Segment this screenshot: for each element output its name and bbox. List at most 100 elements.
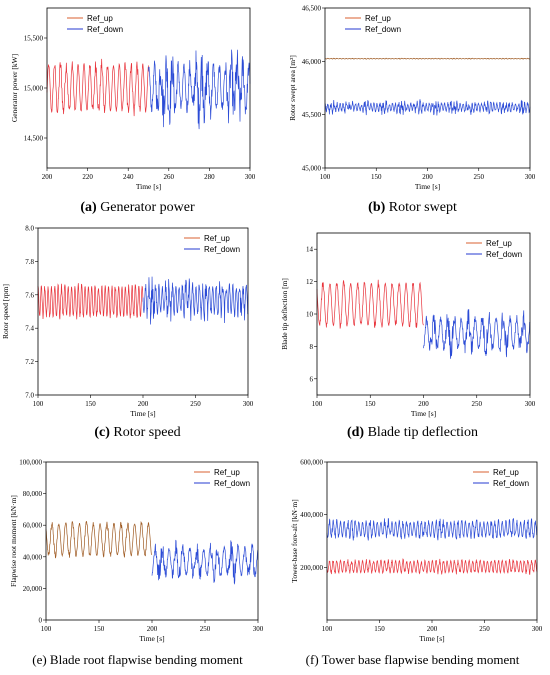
- caption-label: (c): [94, 425, 110, 440]
- chart-tower-base-moment: 100 150 200 250 300 200,000 400,000 600,000 Time…: [290, 459, 543, 644]
- x-axis-label: Time [s]: [139, 634, 164, 643]
- x-tick-label: 100: [312, 400, 323, 408]
- plot-frame: [46, 7, 251, 169]
- plot-frame: [324, 7, 531, 169]
- y-tick-label: 0: [39, 617, 43, 625]
- caption-text: (e) Blade root flapwise bending moment: [32, 652, 243, 667]
- legend: Ref_up Ref_down: [345, 14, 401, 34]
- caption-blade-root-moment: (e) Blade root flapwise bending moment: [0, 652, 275, 668]
- caption-text: (f) Tower base flapwise bending moment: [305, 652, 520, 667]
- y-tick-label: 80,000: [23, 490, 43, 498]
- y-tick-label: 7.0: [25, 392, 34, 400]
- legend-entry: Ref_down: [214, 479, 250, 488]
- y-tick-label: 40,000: [23, 553, 43, 561]
- y-tick-label: 7.2: [25, 358, 34, 366]
- y-tick-label: 45,500: [302, 111, 322, 119]
- legend-entry: Ref_up: [493, 468, 519, 477]
- legend: Ref_up Ref_down: [466, 239, 522, 259]
- x-tick-label: 200: [138, 400, 149, 408]
- legend-entry: Ref_down: [365, 25, 401, 34]
- legend: Ref_up Ref_down: [194, 468, 250, 488]
- caption-label: (d): [346, 425, 365, 440]
- caption-blade-tip-deflection: (d) Blade tip deflection: [275, 425, 550, 441]
- y-tick-label: 20,000: [23, 585, 43, 593]
- legend: Ref_up Ref_down: [473, 468, 529, 488]
- series-line-ref-down: [324, 99, 531, 116]
- legend-entry: Ref_up: [204, 234, 230, 243]
- x-tick-label: 300: [525, 173, 536, 181]
- caption-text: Rotor swept: [385, 200, 457, 215]
- y-tick-label: 10: [306, 311, 314, 319]
- series-line-ref-up: [324, 57, 531, 60]
- x-tick-label: 150: [365, 400, 376, 408]
- y-tick-label: 200,000: [300, 564, 323, 572]
- series-line-ref-up: [45, 520, 153, 559]
- legend-entry: Ref_up: [87, 14, 113, 23]
- y-tick-label: 14,500: [24, 135, 44, 143]
- x-tick-label: 280: [204, 173, 215, 181]
- y-tick-label: 46,000: [302, 58, 322, 66]
- chart-rotor-swept: 100 150 200 250 300 45,000 45,500 46,000 46,500 T…: [288, 5, 536, 192]
- x-tick-label: 300: [245, 173, 256, 181]
- x-tick-label: 220: [82, 173, 93, 181]
- legend-entry: Ref_down: [87, 25, 123, 34]
- x-tick-label: 100: [322, 625, 333, 633]
- y-axis-label: Tower-base fore-aft [kN·m]: [290, 499, 299, 582]
- panel-blade-root-moment: 100 150 200 250 300 0 20,000 40,000 60,000 80,000…: [0, 450, 275, 675]
- x-axis-label: Time [s]: [411, 409, 436, 418]
- y-axis-label: Flapwise root moment [kN·m]: [9, 495, 18, 587]
- x-tick-label: 150: [85, 400, 96, 408]
- x-tick-label: 300: [253, 625, 264, 633]
- caption-text: Blade tip deflection: [364, 425, 479, 440]
- x-tick-label: 260: [164, 173, 175, 181]
- legend: Ref_up Ref_down: [184, 234, 240, 254]
- y-tick-label: 7.4: [25, 325, 34, 333]
- y-tick-label: 400,000: [300, 511, 323, 519]
- x-axis-label: Time [s]: [130, 409, 155, 418]
- legend-entry: Ref_down: [486, 250, 522, 259]
- y-tick-label: 15,500: [24, 35, 44, 43]
- caption-tower-base-moment: (f) Tower base flapwise bending moment: [275, 652, 550, 668]
- x-axis-label: Time [s]: [415, 182, 440, 191]
- chart-blade-tip-deflection: 100 150 200 250 300 6 8 10 12 14 Time [s] Blade tip…: [280, 232, 536, 418]
- chart-rotor-speed: 100 150 200 250 300 7.0 7.2 7.4 7.6 7.8 8.0 Time [s…: [1, 225, 254, 419]
- x-tick-label: 100: [320, 173, 331, 181]
- series-line-ref-up: [46, 58, 149, 117]
- x-tick-label: 250: [472, 400, 483, 408]
- x-tick-label: 150: [94, 625, 105, 633]
- x-tick-label: 150: [371, 173, 382, 181]
- series-line-ref-down: [151, 539, 259, 585]
- x-tick-label: 100: [33, 400, 44, 408]
- series-line-ref-down: [142, 276, 249, 325]
- legend-entry: Ref_down: [204, 245, 240, 254]
- panel-blade-tip-deflection: 100 150 200 250 300 6 8 10 12 14 Time [s] Blade tip…: [275, 225, 550, 450]
- series-line-ref-down: [423, 309, 531, 359]
- x-tick-label: 300: [525, 400, 536, 408]
- x-tick-label: 250: [200, 625, 211, 633]
- caption-text: Rotor speed: [109, 425, 181, 440]
- x-tick-label: 200: [42, 173, 53, 181]
- y-tick-label: 8.0: [25, 225, 34, 233]
- y-axis-label: Rotor speed [rpm]: [1, 284, 10, 339]
- y-tick-label: 100,000: [19, 459, 42, 467]
- y-tick-label: 8: [310, 343, 314, 351]
- x-tick-label: 200: [418, 400, 429, 408]
- panel-tower-base-moment: 100 150 200 250 300 200,000 400,000 600,000 Time…: [275, 450, 550, 675]
- chart-blade-root-moment: 100 150 200 250 300 0 20,000 40,000 60,000 80,000…: [9, 459, 264, 644]
- y-axis-label: Generator power [kW]: [10, 54, 19, 122]
- panel-generator-power: 200 220 240 260 280 300 14,500 15,000 15,500 Time…: [0, 0, 275, 225]
- x-tick-label: 250: [474, 173, 485, 181]
- legend-entry: Ref_down: [493, 479, 529, 488]
- caption-rotor-speed: (c) Rotor speed: [0, 425, 275, 441]
- series-line-ref-up: [37, 283, 144, 320]
- y-tick-label: 7.8: [25, 258, 34, 266]
- series-line-ref-up: [316, 279, 424, 329]
- y-tick-label: 60,000: [23, 522, 43, 530]
- legend: Ref_up Ref_down: [67, 14, 123, 34]
- series-line-ref-down: [326, 518, 538, 541]
- y-tick-label: 14: [306, 246, 314, 254]
- y-tick-label: 7.6: [25, 291, 34, 299]
- chart-generator-power: 200 220 240 260 280 300 14,500 15,000 15,500 Time…: [10, 7, 256, 191]
- series-line-ref-down: [148, 49, 251, 130]
- y-tick-label: 46,500: [302, 5, 322, 13]
